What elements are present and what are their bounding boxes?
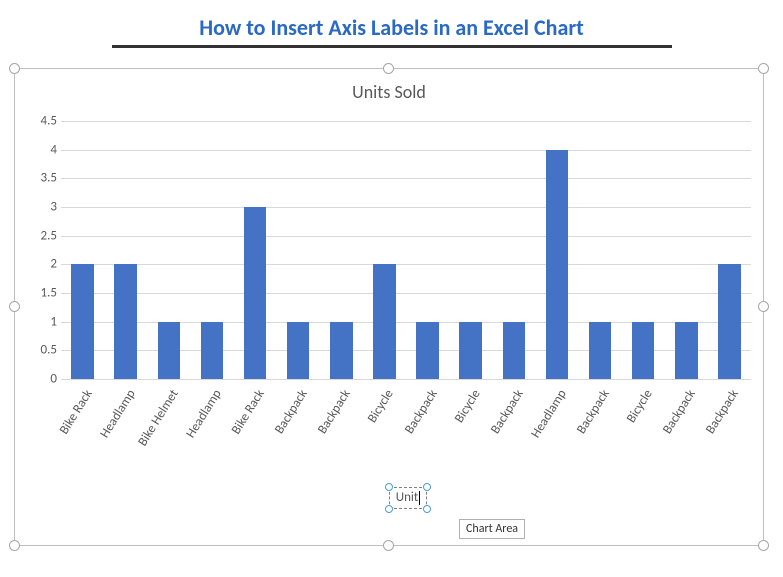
resize-handle-top-middle[interactable] [383, 63, 394, 74]
x-label-slot: Backpack [708, 383, 751, 483]
bar-slot [147, 121, 190, 379]
bar[interactable] [373, 264, 395, 379]
resize-handle-bottom-right[interactable] [758, 540, 769, 551]
y-tick-label: 1 [23, 314, 57, 329]
bar-slot [320, 121, 363, 379]
x-axis-title-text: Unit [396, 490, 419, 505]
x-tick-label: Backpack [660, 387, 699, 437]
text-cursor [419, 491, 420, 505]
resize-handle-bottom-middle[interactable] [383, 540, 394, 551]
resize-handle-bottom-left[interactable] [9, 540, 20, 551]
chart-title[interactable]: Units Sold [15, 69, 763, 103]
x-label-slot: Bicycle [449, 383, 492, 483]
x-label-slot: Backpack [406, 383, 449, 483]
bar-slot [363, 121, 406, 379]
bar-slot [234, 121, 277, 379]
axis-title-handle-top-right[interactable] [423, 483, 431, 491]
y-tick-label: 3.5 [23, 171, 57, 186]
bar[interactable] [546, 150, 568, 379]
bar-slot [449, 121, 492, 379]
bar[interactable] [503, 322, 525, 379]
x-tick-label: Backpack [703, 387, 742, 437]
bar[interactable] [244, 207, 266, 379]
axis-title-handle-top-left[interactable] [385, 483, 393, 491]
x-tick-label: Backpack [574, 387, 613, 437]
chart-area[interactable]: Units Sold 0 0.5 1 1.5 2 2.5 3 3.5 4 4.5 Bike Rac… [14, 68, 764, 546]
x-axis[interactable]: Bike RackHeadlampBike HelmetHeadlampBike… [61, 383, 751, 483]
bar-slot [190, 121, 233, 379]
x-tick-label: Bicycle [451, 387, 483, 426]
x-label-slot: Bike Rack [234, 383, 277, 483]
axis-title-handle-bottom-left[interactable] [385, 505, 393, 513]
bar[interactable] [287, 322, 309, 379]
x-axis-title-editor[interactable]: Unit [389, 487, 427, 509]
y-tick-label: 2 [23, 257, 57, 272]
x-tick-label: Headlamp [528, 387, 569, 441]
y-tick-label: 4.5 [23, 114, 57, 129]
x-tick-label: Headlamp [183, 387, 224, 441]
x-label-slot: Bicycle [363, 383, 406, 483]
x-tick-label: Bike Rack [56, 387, 95, 437]
resize-handle-middle-left[interactable] [9, 301, 20, 312]
bar[interactable] [675, 322, 697, 379]
bar[interactable] [114, 264, 136, 379]
y-tick-label: 0 [23, 372, 57, 387]
bar[interactable] [632, 322, 654, 379]
bar-slot [535, 121, 578, 379]
bar-slot [665, 121, 708, 379]
x-tick-label: Bike Rack [229, 387, 268, 437]
y-tick-label: 2.5 [23, 228, 57, 243]
x-label-slot: Backpack [579, 383, 622, 483]
page-title: How to Insert Axis Labels in an Excel Ch… [112, 0, 672, 41]
resize-handle-top-left[interactable] [9, 63, 20, 74]
x-tick-label: Headlamp [97, 387, 138, 441]
x-label-slot: Backpack [277, 383, 320, 483]
bar-slot [406, 121, 449, 379]
x-tick-label: Backpack [272, 387, 311, 437]
x-label-slot: Headlamp [190, 383, 233, 483]
y-tick-label: 4 [23, 142, 57, 157]
bar-slot [492, 121, 535, 379]
tooltip-chart-area: Chart Area [459, 519, 525, 539]
x-tick-label: Backpack [402, 387, 441, 437]
resize-handle-top-right[interactable] [758, 63, 769, 74]
bar-slot [579, 121, 622, 379]
x-tick-label: Bicycle [365, 387, 397, 426]
title-underline [112, 45, 672, 48]
bar[interactable] [718, 264, 740, 379]
x-tick-label: Backpack [488, 387, 527, 437]
bar[interactable] [201, 322, 223, 379]
resize-handle-middle-right[interactable] [758, 301, 769, 312]
y-tick-label: 1.5 [23, 286, 57, 301]
bar[interactable] [416, 322, 438, 379]
y-tick-label: 3 [23, 200, 57, 215]
x-tick-label: Backpack [315, 387, 354, 437]
bar-slot [104, 121, 147, 379]
y-tick-label: 0.5 [23, 343, 57, 358]
bar[interactable] [158, 322, 180, 379]
gridline [61, 379, 751, 380]
axis-title-handle-bottom-right[interactable] [423, 505, 431, 513]
y-axis[interactable]: 00.511.522.533.544.5 [23, 121, 57, 379]
bar[interactable] [71, 264, 93, 379]
bar-slot [622, 121, 665, 379]
x-tick-label: Bicycle [624, 387, 656, 426]
x-label-slot: Backpack [320, 383, 363, 483]
x-label-slot: Headlamp [535, 383, 578, 483]
bar-slot [277, 121, 320, 379]
bar-slot [61, 121, 104, 379]
x-label-slot: Bicycle [622, 383, 665, 483]
bar[interactable] [459, 322, 481, 379]
x-label-slot: Backpack [665, 383, 708, 483]
bar[interactable] [589, 322, 611, 379]
plot-area[interactable] [61, 121, 751, 379]
bar[interactable] [330, 322, 352, 379]
bar-slot [708, 121, 751, 379]
